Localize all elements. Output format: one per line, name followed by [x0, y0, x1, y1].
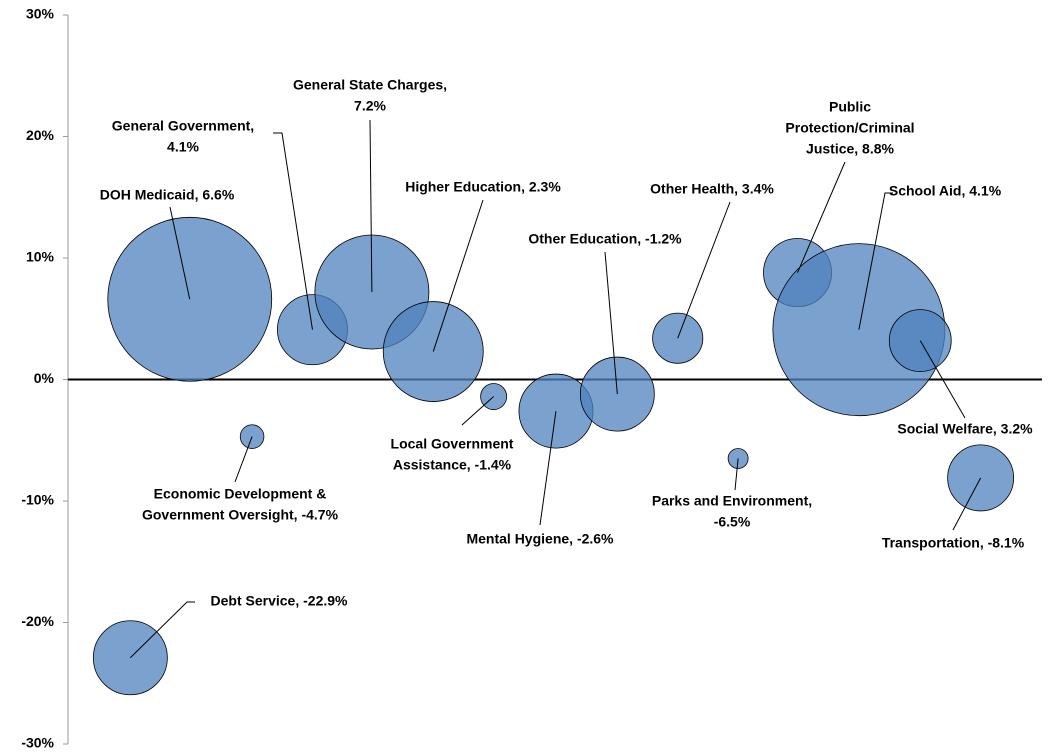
leader-line [273, 132, 313, 330]
leader-line [734, 458, 739, 491]
y-tick-label: -10% [21, 492, 54, 508]
leader-line [461, 396, 494, 426]
y-tick-label: 0% [34, 370, 55, 386]
data-label: Parks and Environment, [652, 493, 812, 509]
data-label: General Government, [112, 118, 254, 134]
data-label: Public [829, 99, 871, 115]
data-label: Debt Service, -22.9% [211, 593, 349, 609]
y-tick-label: -20% [21, 613, 54, 629]
leader-line [369, 119, 373, 293]
bubble [579, 356, 655, 432]
data-label: Mental Hygiene, -2.6% [466, 531, 614, 547]
data-label: Transportation, -8.1% [882, 535, 1025, 551]
data-label: Government Oversight, -4.7% [142, 507, 339, 523]
leader-line [952, 477, 982, 531]
y-tick-label: 20% [26, 127, 55, 143]
y-tick-label: 10% [26, 249, 55, 265]
leader-line [129, 601, 195, 659]
data-label: General State Charges, [293, 77, 447, 93]
leader-line [539, 411, 557, 526]
data-label: Other Education, -1.2% [528, 231, 682, 247]
data-label: Protection/Criminal [785, 120, 914, 136]
data-label: Assistance, -1.4% [393, 457, 512, 473]
data-label: Justice, 8.8% [806, 141, 894, 157]
leader-line [169, 206, 191, 300]
data-label: 4.1% [167, 139, 199, 155]
leader-line [234, 436, 253, 483]
leader-line [797, 161, 846, 273]
data-label: Economic Development & [154, 486, 327, 502]
data-label: 7.2% [354, 98, 386, 114]
leader-line [858, 192, 893, 330]
data-label: School Aid, 4.1% [889, 183, 1002, 199]
data-label: Higher Education, 2.3% [405, 179, 561, 195]
y-tick-label: 30% [26, 6, 55, 22]
data-label: Social Welfare, 3.2% [897, 421, 1033, 437]
leader-line [919, 340, 966, 419]
data-label: DOH Medicaid, 6.6% [100, 187, 235, 203]
leader-line [432, 199, 484, 352]
data-label: Other Health, 3.4% [650, 181, 774, 197]
data-label: Local Government [391, 436, 514, 452]
y-tick-label: -30% [21, 735, 54, 751]
leader-line [604, 251, 618, 395]
leader-line [677, 201, 731, 339]
data-label: -6.5% [714, 514, 751, 530]
